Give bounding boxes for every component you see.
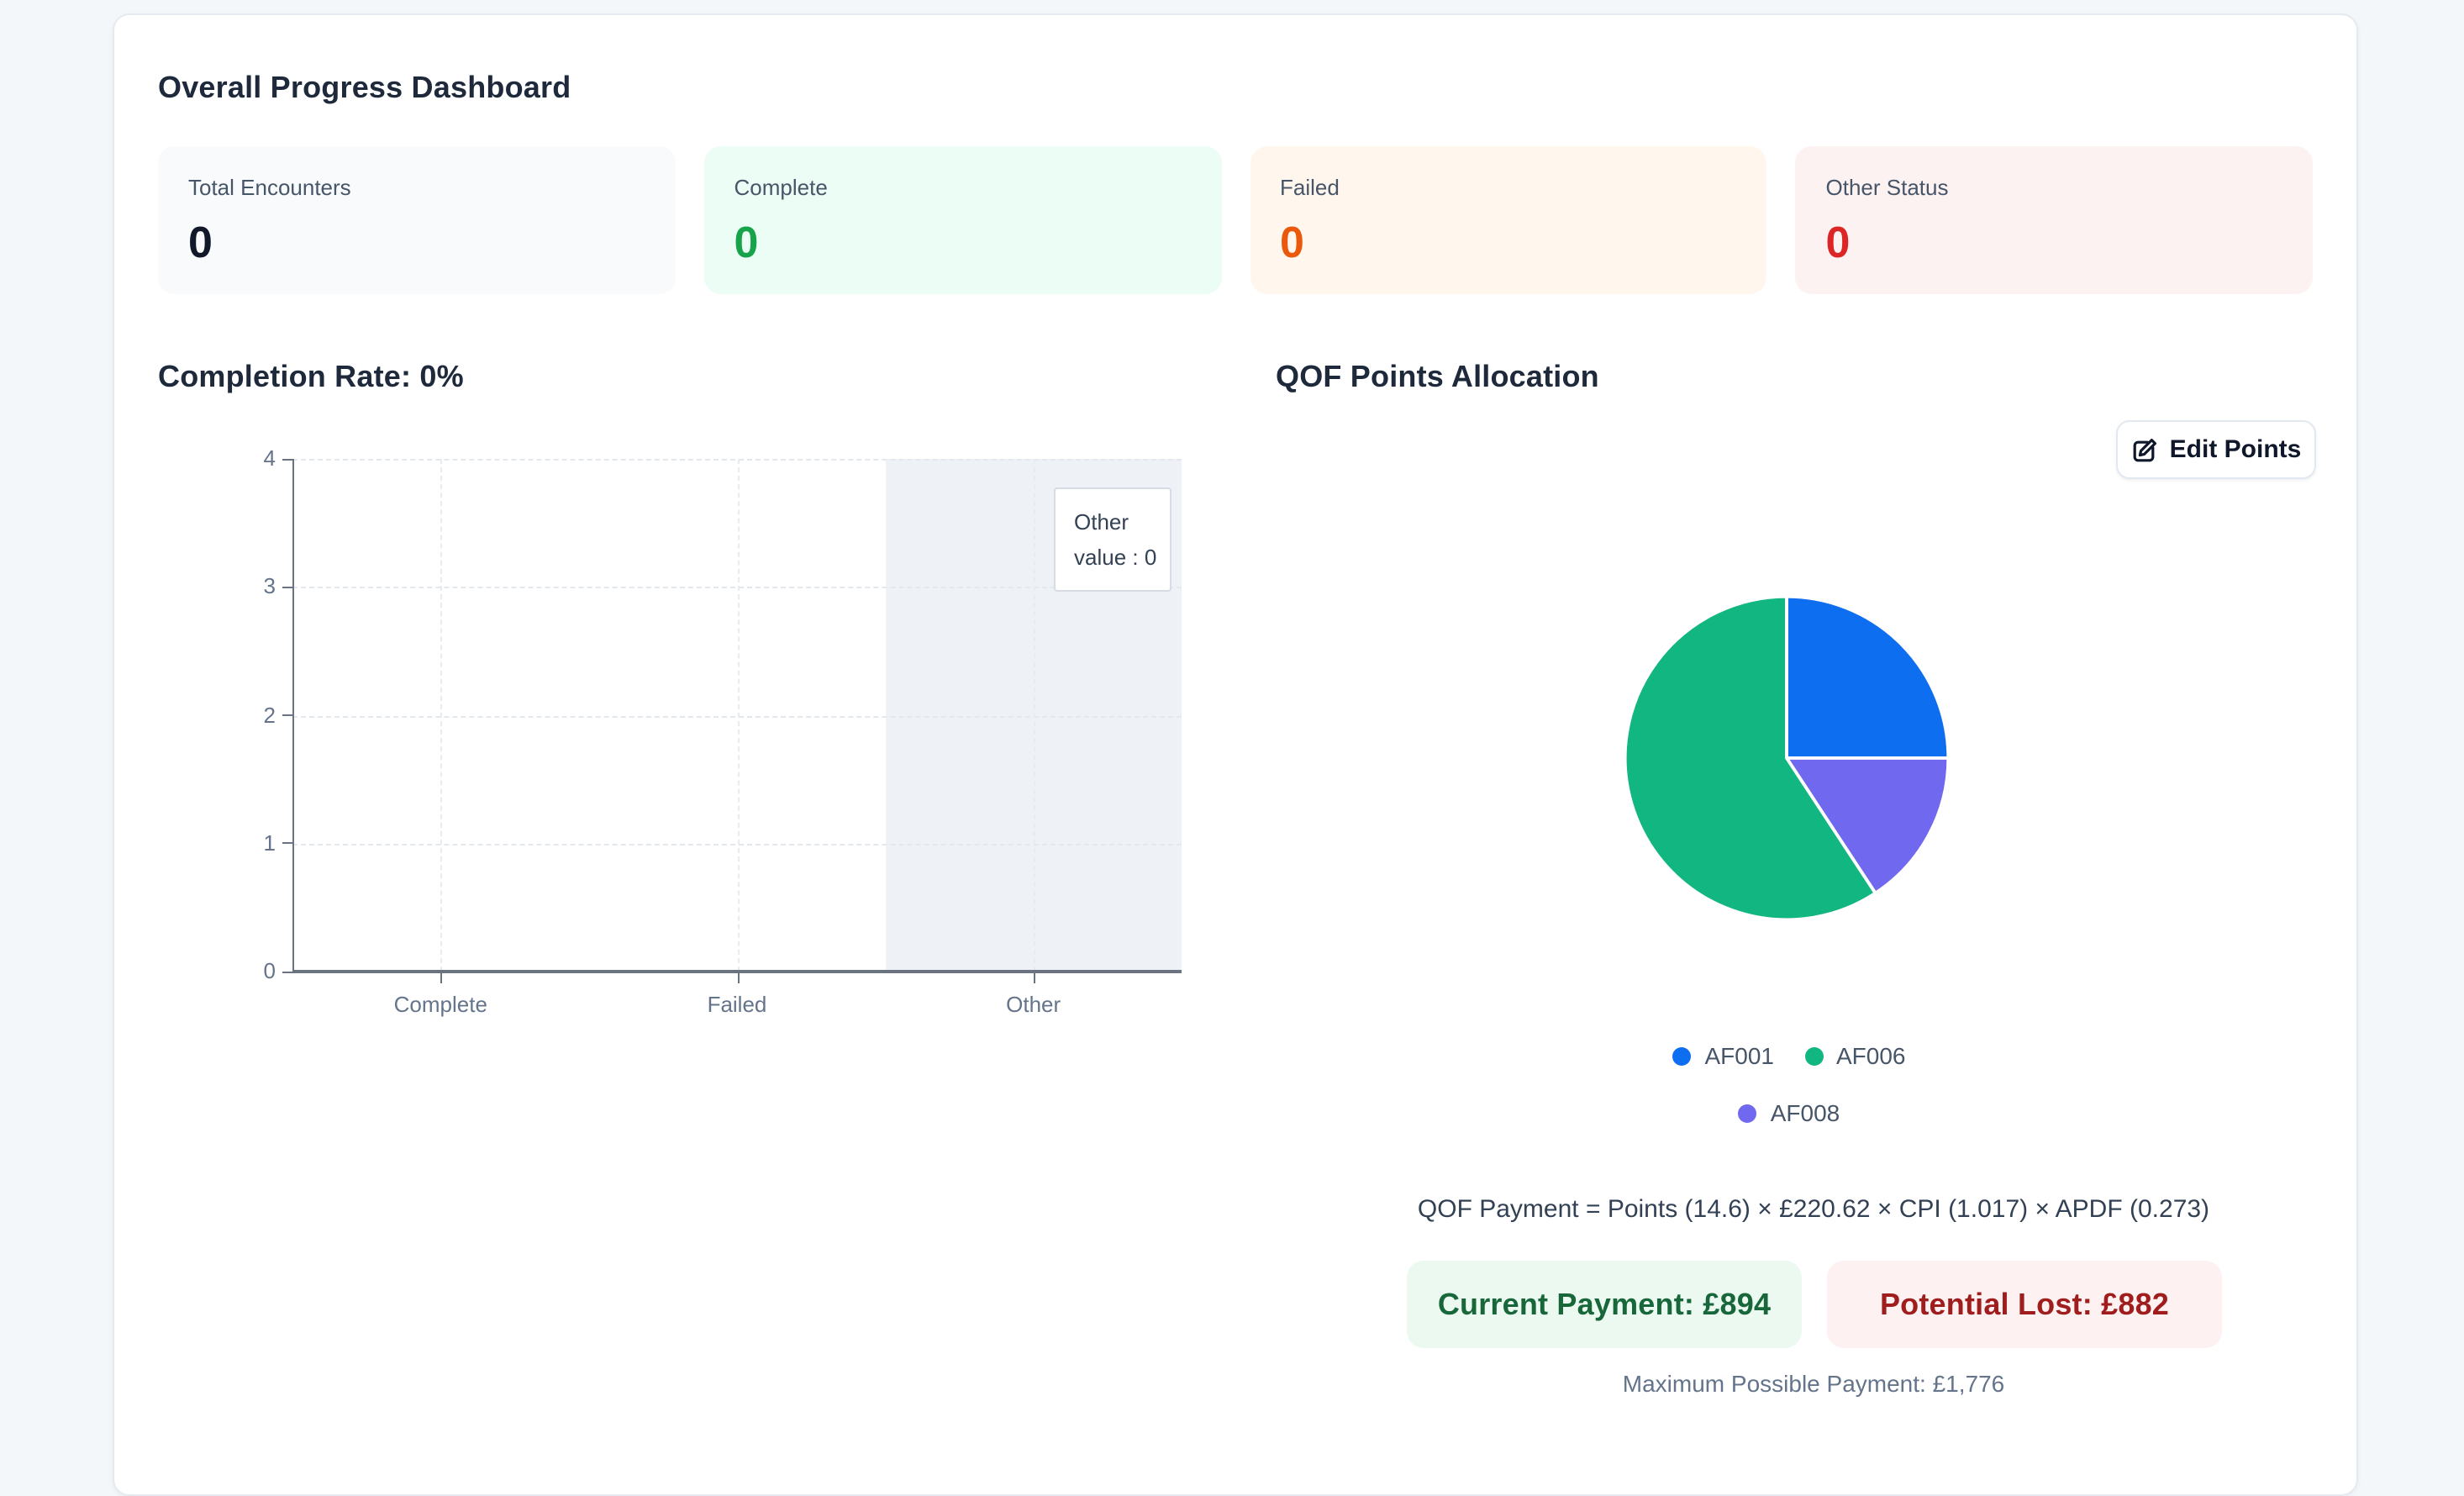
tooltip-value: value : 0 — [1074, 545, 1157, 570]
x-axis-tick-label: Failed — [707, 992, 767, 1017]
edit-points-label: Edit Points — [2169, 435, 2302, 464]
gridline-vertical — [737, 459, 739, 972]
x-axis-tick-label: Complete — [393, 992, 487, 1017]
pie-legend: AF001 AF006 AF008 — [1629, 1042, 1950, 1126]
legend-item-AF001[interactable]: AF001 — [1672, 1042, 1775, 1069]
stat-card-total-encounters: Total Encounters 0 — [158, 146, 676, 294]
dashboard-page: Overall Progress Dashboard Total Encount… — [113, 13, 2358, 1496]
edit-pencil-icon — [2131, 436, 2158, 463]
gridline-vertical — [440, 459, 443, 972]
y-axis-tick-label: 3 — [263, 573, 276, 599]
x-axis-tick-mark — [737, 973, 739, 983]
legend-item-AF008[interactable]: AF008 — [1738, 1099, 1840, 1126]
pie-slice-AF001[interactable] — [1785, 594, 1951, 760]
stat-label: Failed — [1280, 175, 1340, 200]
page-title: Overall Progress Dashboard — [158, 71, 571, 104]
stats-row: Total Encounters 0 Complete 0 Failed 0 O… — [158, 146, 2313, 294]
edit-points-button[interactable]: Edit Points — [2116, 420, 2316, 479]
qof-points-pie-chart[interactable] — [1619, 590, 1955, 926]
stat-card-failed: Failed 0 — [1250, 146, 1767, 294]
current-payment-box: Current Payment: £894 — [1407, 1261, 1802, 1348]
y-axis-tick-mark — [282, 714, 292, 716]
qof-payment-formula: QOF Payment = Points (14.6) × £220.62 × … — [1417, 1195, 2210, 1224]
y-axis-tick-mark — [282, 586, 292, 588]
completion-rate-heading: Completion Rate: 0% — [158, 360, 464, 393]
qof-points-heading: QOF Points Allocation — [1276, 360, 1599, 393]
gridline-vertical — [1033, 459, 1035, 972]
max-payment-text: Maximum Possible Payment: £1,776 — [1622, 1370, 2005, 1397]
pie-slice-AF006[interactable] — [1623, 594, 1877, 922]
stat-value: 0 — [1280, 217, 1304, 267]
legend-label: AF006 — [1836, 1042, 1906, 1069]
y-axis-tick-label: 1 — [263, 830, 276, 856]
tooltip-category: Other — [1074, 509, 1129, 535]
legend-dot-AF006 — [1804, 1046, 1823, 1065]
x-axis-line — [292, 970, 1182, 973]
legend-dot-AF008 — [1738, 1104, 1757, 1122]
legend-label: AF008 — [1770, 1099, 1840, 1126]
stat-label: Other Status — [1825, 175, 1949, 200]
y-axis-tick-mark — [282, 458, 292, 460]
y-axis-tick-label: 2 — [263, 702, 276, 727]
y-axis-line — [292, 459, 294, 972]
chart-tooltip: Other value : 0 — [1054, 487, 1171, 592]
stat-label: Complete — [734, 175, 828, 200]
legend-item-AF006[interactable]: AF006 — [1804, 1042, 1906, 1069]
stat-card-complete: Complete 0 — [703, 146, 1221, 294]
legend-dot-AF001 — [1672, 1046, 1692, 1065]
stat-value: 0 — [188, 217, 213, 267]
legend-label: AF001 — [1704, 1042, 1775, 1069]
pie-slice-AF008[interactable] — [1785, 756, 1951, 895]
stat-label: Total Encounters — [188, 175, 351, 200]
stat-value: 0 — [1825, 217, 1851, 267]
x-axis-tick-mark — [1033, 973, 1035, 983]
x-axis-tick-label: Other — [1006, 992, 1061, 1017]
x-axis-tick-mark — [440, 973, 443, 983]
y-axis-tick-mark — [282, 842, 292, 845]
potential-lost-box: Potential Lost: £882 — [1827, 1261, 2222, 1348]
y-axis-tick-label: 4 — [263, 445, 276, 471]
stat-card-other-status: Other Status 0 — [1795, 146, 2313, 294]
stat-value: 0 — [734, 217, 759, 267]
y-axis-tick-label: 0 — [263, 958, 276, 983]
y-axis-tick-mark — [282, 971, 292, 972]
completion-bar-chart[interactable]: Other value : 0 0 1 2 3 4 Complete Failed Other — [264, 446, 1182, 1017]
dashboard-card: Overall Progress Dashboard Total Encount… — [113, 13, 2358, 1496]
